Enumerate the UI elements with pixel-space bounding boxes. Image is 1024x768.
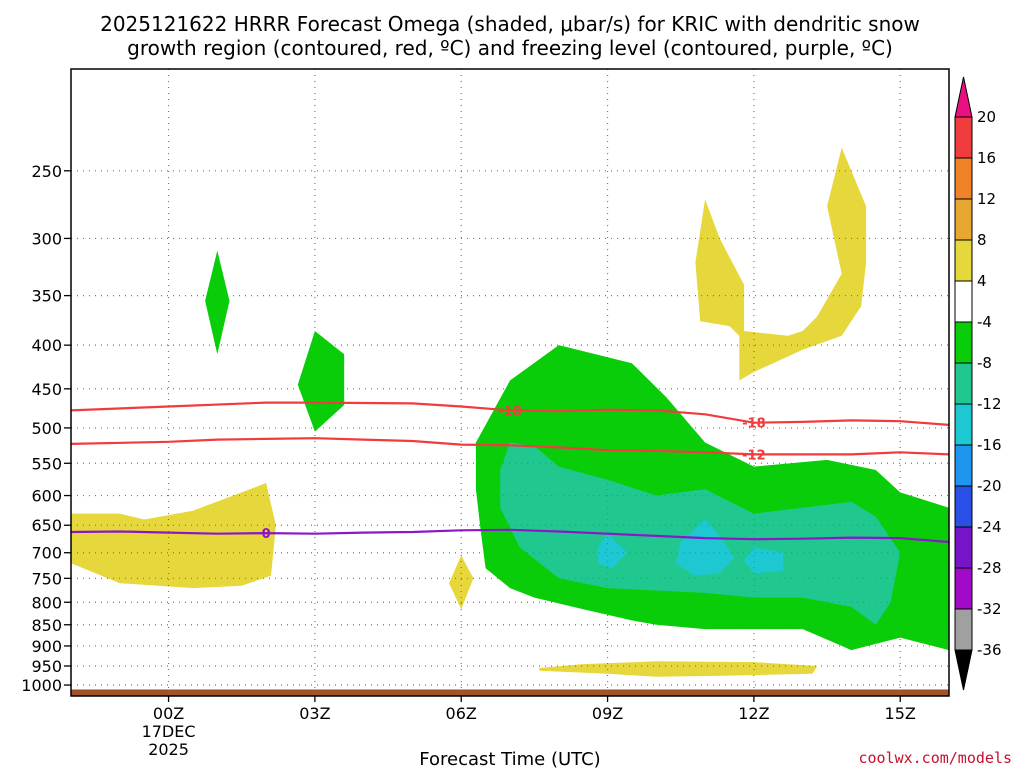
- ground-band: [71, 689, 949, 696]
- colorbar-label-8: -16: [977, 436, 1002, 454]
- colorbar-label-10: -24: [977, 518, 1002, 536]
- omega-region-9: [695, 147, 867, 381]
- credit-text[interactable]: coolwx.com/models: [858, 749, 1012, 767]
- colorbar-swatch-2: [954, 198, 973, 241]
- colorbar-swatch-0: [954, 116, 973, 159]
- omega-shading: [71, 147, 949, 677]
- y-tick-label-700: 700: [31, 544, 62, 563]
- colorbar-swatch-5: [954, 321, 973, 364]
- x-axis-title: Forecast Time (UTC): [419, 749, 600, 768]
- colorbar-label-5: -4: [977, 313, 992, 331]
- x-tick-label-15Z: 15Z: [885, 704, 916, 723]
- contour-label-0-0: -18: [498, 404, 522, 419]
- x-tick-year: 2025: [148, 740, 189, 759]
- contour-label-1-0: -12: [742, 448, 766, 463]
- x-tick-date: 17DEC: [142, 722, 196, 741]
- omega-region-4: [675, 519, 735, 576]
- y-axis: 250 300 350 400 450 500 550 600 650 700 750 800 850 9…: [21, 162, 71, 695]
- y-tick-label-600: 600: [31, 487, 62, 506]
- y-tick-label-800: 800: [31, 593, 62, 612]
- colorbar-swatch-3: [954, 239, 973, 282]
- omega-region-7: [71, 483, 276, 589]
- colorbar-bottom-arrow: [954, 649, 973, 691]
- y-tick-label-550: 550: [31, 454, 62, 473]
- chart-title-line-1: 2025121622 HRRR Forecast Omega (shaded, …: [100, 12, 920, 36]
- y-tick-label-1000: 1000: [21, 676, 62, 695]
- contour-label-2-0: 0: [262, 527, 271, 542]
- y-tick-label-350: 350: [31, 287, 62, 306]
- colorbar-swatch-11: [954, 567, 973, 610]
- colorbar-label-2: 12: [977, 190, 996, 208]
- colorbar-label-12: -32: [977, 600, 1002, 618]
- contour-labels: -18 -18 -12 0: [262, 404, 766, 542]
- contour-label-0-1: -18: [742, 417, 766, 432]
- omega-region-6: [744, 547, 784, 574]
- contour-line-2: [71, 528, 949, 544]
- omega-region-0: [205, 250, 230, 355]
- colorbar-label-7: -12: [977, 395, 1002, 413]
- colorbar-swatch-10: [954, 526, 973, 569]
- colorbar-label-11: -28: [977, 559, 1002, 577]
- colorbar-swatch-6: [954, 362, 973, 405]
- ground-layer: [71, 689, 949, 696]
- plot-frame: [70, 68, 950, 697]
- colorbar-label-3: 8: [977, 231, 987, 249]
- omega-region-1: [297, 331, 345, 432]
- colorbar: 20 16 12 8 4 -4 -8 -12 -16 -20 -24 -28 -32 -36: [954, 76, 1002, 691]
- colorbar-label-1: 16: [977, 149, 996, 167]
- contour-line-1: [71, 437, 949, 456]
- colorbar-swatch-9: [954, 485, 973, 528]
- y-tick-label-300: 300: [31, 229, 62, 248]
- y-tick-label-450: 450: [31, 380, 62, 399]
- x-tick-label-09Z: 09Z: [592, 704, 623, 723]
- y-tick-label-500: 500: [31, 419, 62, 438]
- colorbar-label-9: -20: [977, 477, 1002, 495]
- y-tick-label-250: 250: [31, 162, 62, 181]
- omega-region-10: [539, 661, 818, 677]
- grid-lines: [71, 69, 949, 696]
- x-tick-label-00Z: 00Z: [153, 704, 184, 723]
- contour-line-0: [71, 401, 949, 426]
- colorbar-label-13: -36: [977, 641, 1002, 659]
- colorbar-label-6: -8: [977, 354, 992, 372]
- chart-title-line-2: growth region (contoured, red, ºC) and f…: [127, 36, 893, 60]
- omega-region-8: [449, 555, 474, 610]
- colorbar-swatch-8: [954, 444, 973, 487]
- x-tick-label-03Z: 03Z: [299, 704, 330, 723]
- y-tick-label-750: 750: [31, 569, 62, 588]
- y-tick-label-950: 950: [31, 657, 62, 676]
- colorbar-swatch-7: [954, 403, 973, 446]
- x-tick-label-12Z: 12Z: [738, 704, 769, 723]
- x-tick-label-06Z: 06Z: [446, 704, 477, 723]
- y-tick-label-900: 900: [31, 637, 62, 656]
- y-tick-label-400: 400: [31, 336, 62, 355]
- colorbar-label-0: 20: [977, 108, 996, 126]
- colorbar-swatch-12: [954, 608, 973, 651]
- colorbar-top-arrow: [954, 76, 973, 118]
- contour-lines: [71, 401, 949, 544]
- colorbar-swatch-4: [954, 280, 973, 323]
- y-tick-label-850: 850: [31, 616, 62, 635]
- omega-region-5: [597, 533, 628, 569]
- colorbar-label-4: 4: [977, 272, 987, 290]
- colorbar-swatch-1: [954, 157, 973, 200]
- y-tick-label-650: 650: [31, 516, 62, 535]
